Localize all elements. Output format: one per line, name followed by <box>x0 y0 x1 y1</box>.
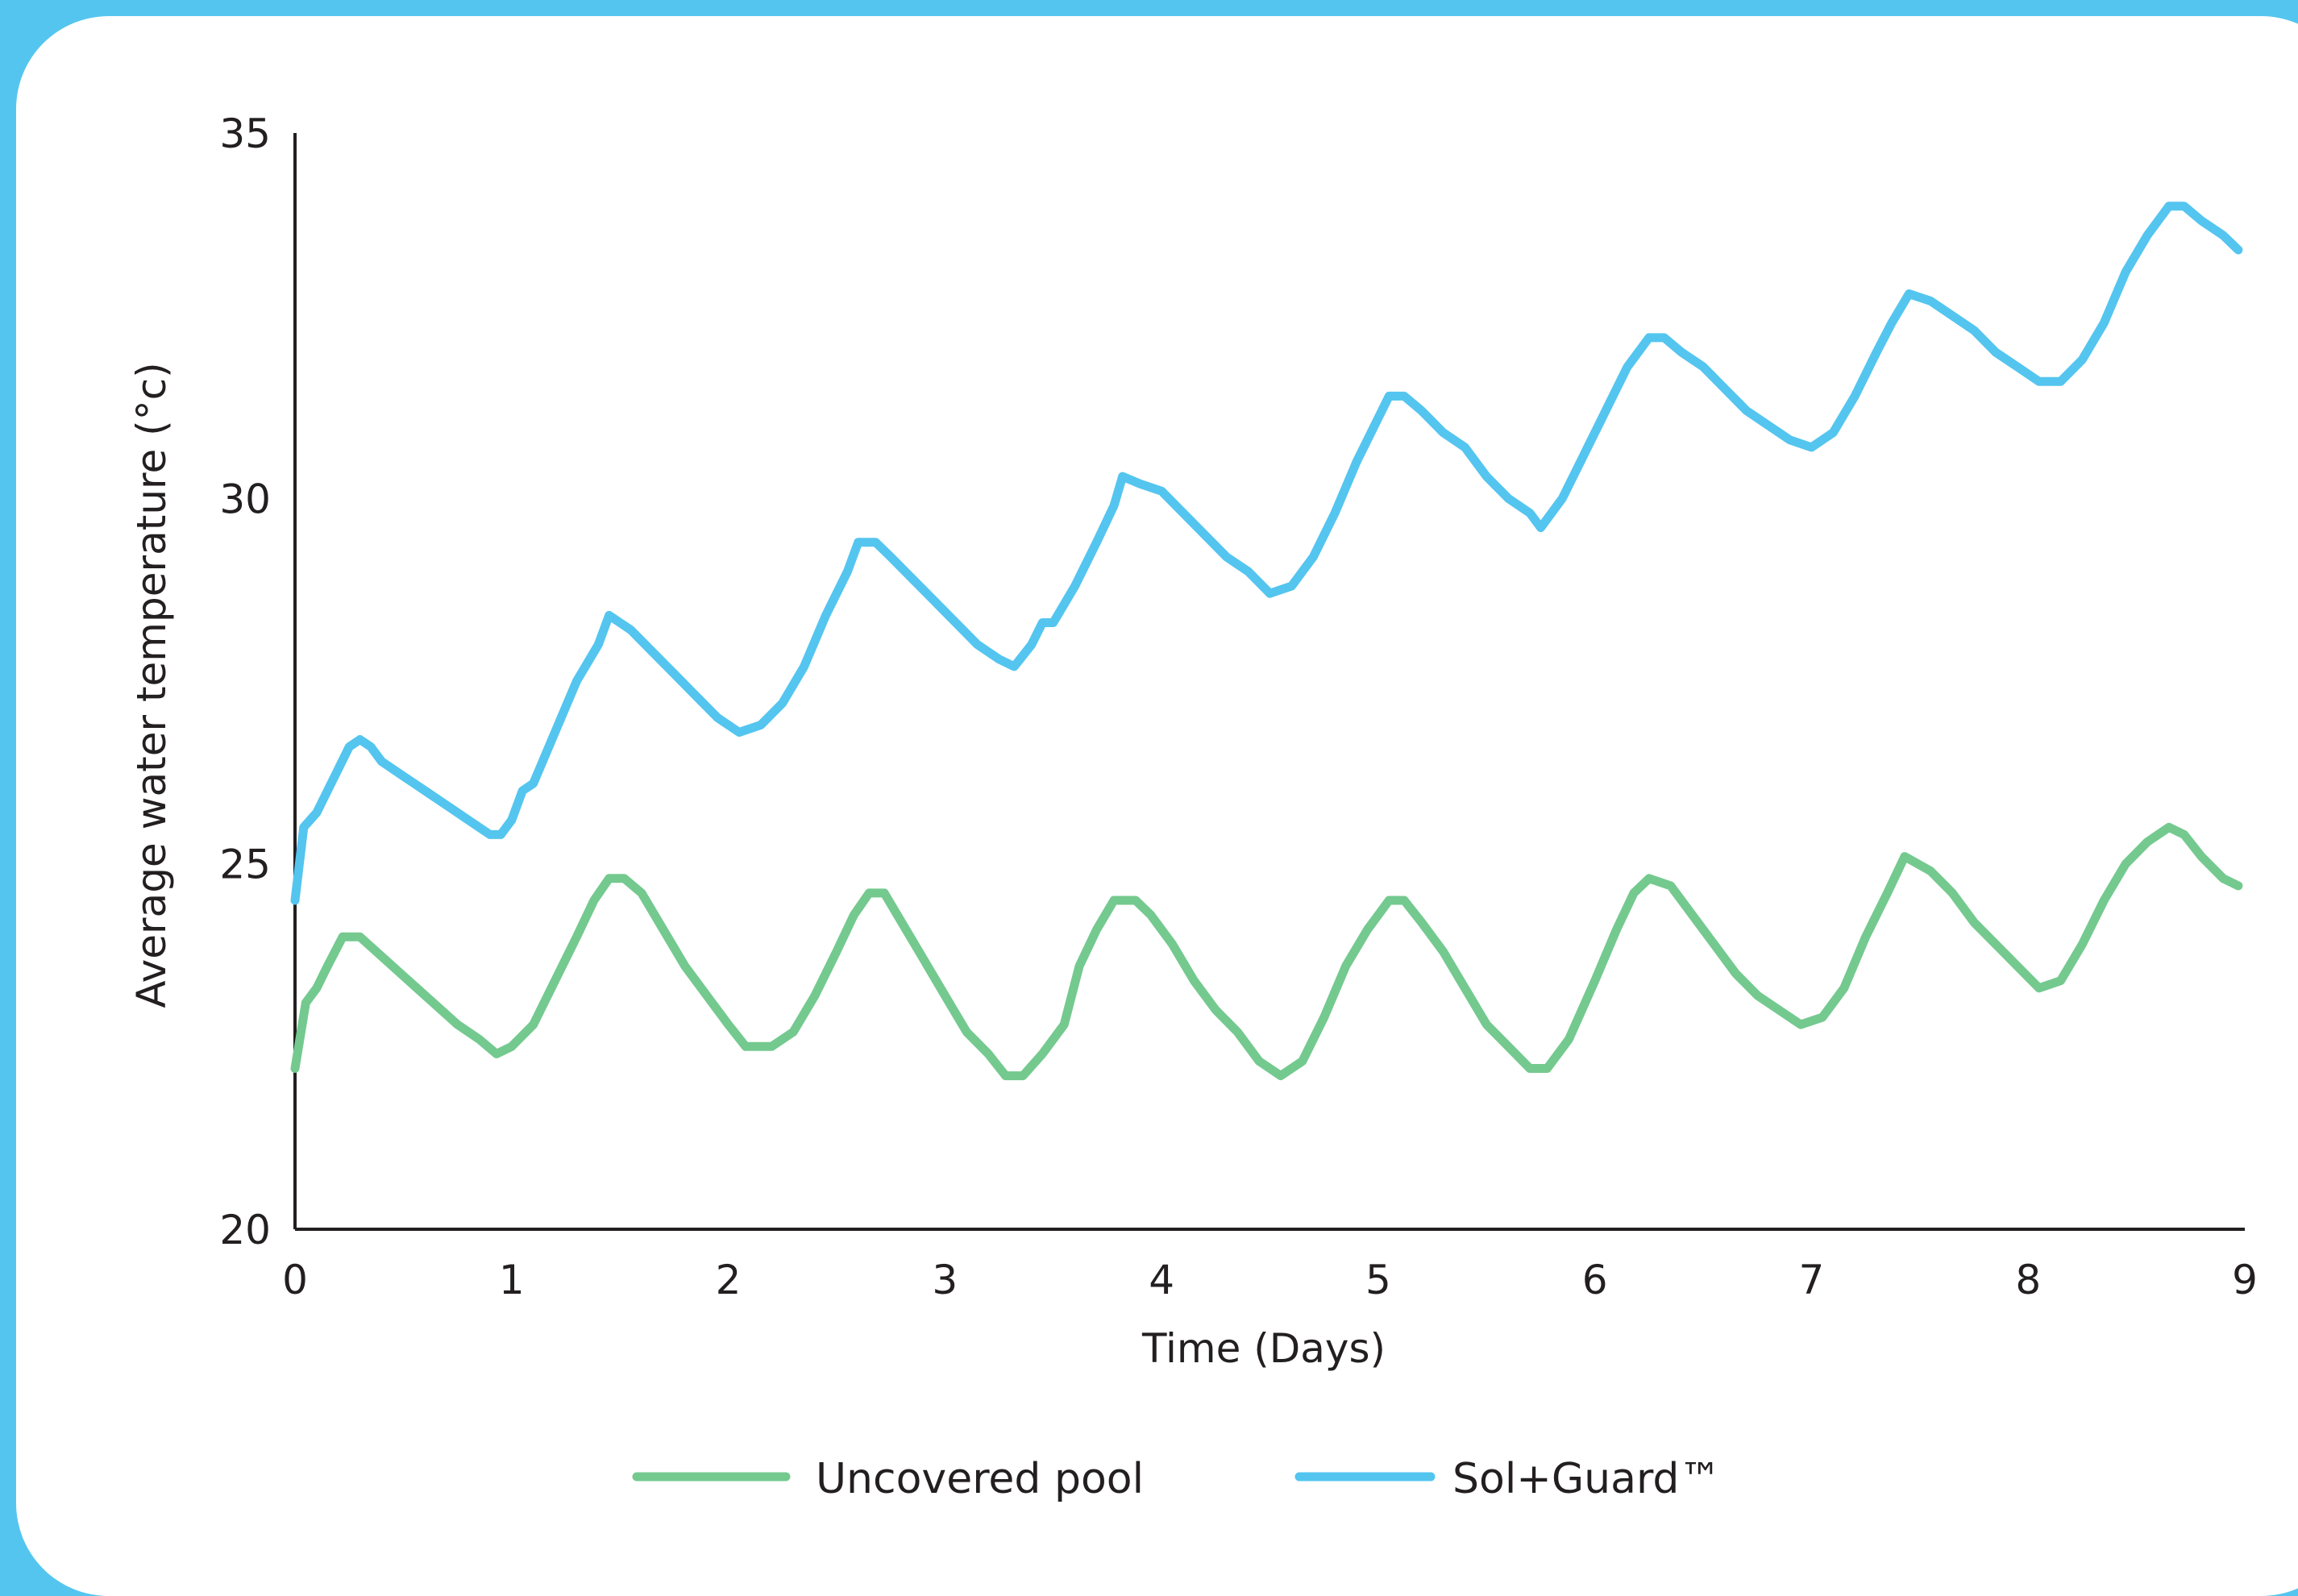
x-axis-title: Time (Days) <box>1141 1325 1386 1372</box>
x-tick-label: 2 <box>716 1257 742 1303</box>
line-chart: 20 25 30 35 0 1 2 3 4 5 6 7 8 9 Time (Days) Average … <box>128 110 2258 1503</box>
y-tick-label: 20 <box>219 1207 271 1253</box>
legend-label: Uncovered pool <box>816 1455 1144 1503</box>
y-tick-labels: 20 25 30 35 <box>219 110 271 1253</box>
chart-card <box>16 16 2298 1596</box>
y-axis-title: Average water temperature (°c) <box>128 362 175 1008</box>
x-tick-label: 5 <box>1365 1257 1391 1303</box>
series-line <box>290 822 2243 1081</box>
x-tick-label: 4 <box>1149 1257 1174 1303</box>
series-lines <box>290 202 2243 1081</box>
x-tick-label: 1 <box>499 1257 525 1303</box>
x-tick-label: 9 <box>2232 1257 2258 1303</box>
x-tick-label: 6 <box>1582 1257 1608 1303</box>
x-tick-label: 7 <box>1799 1257 1825 1303</box>
x-tick-label: 8 <box>2015 1257 2041 1303</box>
y-tick-label: 25 <box>219 842 271 888</box>
legend-label: Sol+Guard™ <box>1452 1455 1721 1503</box>
x-tick-label: 0 <box>282 1257 308 1303</box>
y-tick-label: 35 <box>219 110 271 157</box>
legend: Uncovered pool Sol+Guard™ <box>632 1455 1721 1503</box>
series-line <box>290 202 2243 905</box>
y-tick-label: 30 <box>219 476 271 522</box>
x-tick-label: 3 <box>932 1257 958 1303</box>
x-tick-labels: 0 1 2 3 4 5 6 7 8 9 <box>282 1257 2258 1303</box>
